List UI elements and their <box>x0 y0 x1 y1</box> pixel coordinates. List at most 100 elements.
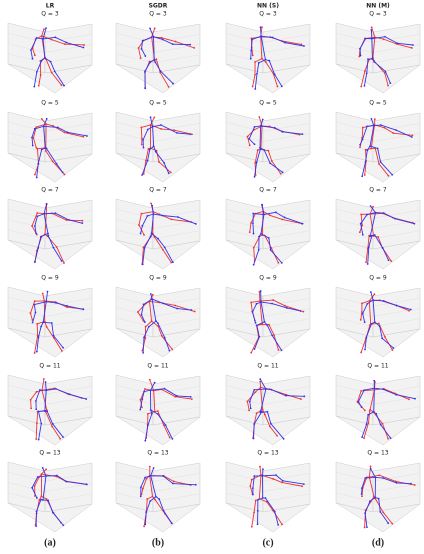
joint <box>32 145 34 147</box>
joint <box>363 389 365 391</box>
joint <box>175 41 177 43</box>
joint <box>259 378 261 380</box>
joint <box>254 126 256 128</box>
joint <box>384 36 386 38</box>
joint <box>362 313 364 315</box>
joint <box>145 326 147 328</box>
skeleton-plot <box>8 23 92 93</box>
joint <box>387 85 389 87</box>
joint <box>378 323 380 325</box>
joint <box>150 235 152 237</box>
joint <box>265 59 267 61</box>
joint <box>144 70 146 72</box>
joint <box>42 293 44 295</box>
joint <box>258 249 260 251</box>
joint <box>41 149 43 151</box>
joint <box>153 467 155 469</box>
joint <box>158 498 160 500</box>
joint <box>366 303 368 305</box>
joint <box>56 475 58 477</box>
joint <box>357 401 359 403</box>
skeleton-plot <box>116 112 200 182</box>
joint <box>149 500 151 502</box>
joint <box>164 247 166 249</box>
joint <box>35 408 37 410</box>
joint <box>277 524 279 526</box>
joint <box>384 336 386 338</box>
joint <box>286 307 288 309</box>
joint <box>142 139 144 141</box>
joint <box>369 235 371 237</box>
joint <box>137 311 139 313</box>
joint <box>47 233 49 235</box>
joint <box>140 486 142 488</box>
joint <box>395 129 397 131</box>
joint <box>282 131 284 133</box>
panel-title: Q = 13 <box>367 450 388 457</box>
joint <box>61 84 63 86</box>
joint <box>373 380 375 382</box>
joint <box>260 125 262 127</box>
joint <box>50 61 52 63</box>
joint <box>172 438 174 440</box>
joint <box>172 261 174 263</box>
joint <box>373 125 375 127</box>
joint <box>36 422 38 424</box>
joint <box>153 59 155 61</box>
joint <box>268 60 270 62</box>
column-header: LR <box>46 3 55 10</box>
joint <box>139 409 141 411</box>
joint <box>147 160 149 162</box>
joint <box>141 174 143 176</box>
joint <box>43 378 45 380</box>
joint <box>150 475 152 477</box>
joint <box>36 37 38 39</box>
joint <box>252 86 254 88</box>
joint <box>361 406 363 408</box>
joint <box>267 411 269 413</box>
joint <box>153 145 155 147</box>
joint <box>250 301 252 303</box>
joint <box>36 71 38 73</box>
joint <box>142 488 144 490</box>
joint <box>38 85 40 87</box>
skeleton-plot <box>226 375 310 445</box>
joint <box>258 116 260 118</box>
panel-title: Q = 11 <box>39 363 60 370</box>
joint <box>33 304 35 306</box>
skeleton-plot <box>226 23 310 93</box>
skeleton-plot <box>116 287 200 357</box>
joint <box>360 390 362 392</box>
joint <box>378 163 380 165</box>
joint <box>65 42 67 44</box>
joint <box>86 135 88 137</box>
joint <box>177 216 179 218</box>
joint <box>150 409 152 411</box>
joint <box>140 233 142 235</box>
joint <box>40 499 42 501</box>
joint <box>395 394 397 396</box>
joint <box>54 212 56 214</box>
joint <box>370 205 372 207</box>
joint <box>44 410 46 412</box>
joint <box>370 29 372 31</box>
joint <box>364 410 366 412</box>
joint <box>191 398 193 400</box>
joint <box>257 523 259 525</box>
skeleton-plot <box>116 199 200 269</box>
joint <box>262 119 264 121</box>
joint <box>144 388 146 390</box>
joint <box>190 309 192 311</box>
joint <box>303 483 305 485</box>
joint <box>163 424 165 426</box>
joint <box>155 496 157 498</box>
joint <box>193 47 195 49</box>
joint <box>86 484 88 486</box>
joint <box>82 136 84 138</box>
joint <box>34 300 36 302</box>
joint <box>141 225 143 227</box>
joint <box>256 412 258 414</box>
joint <box>140 399 142 401</box>
joint <box>260 35 262 37</box>
